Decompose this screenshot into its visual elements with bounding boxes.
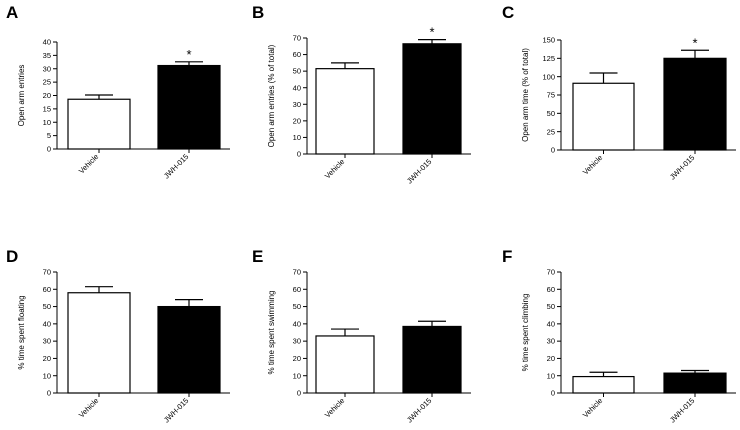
y-tick-label-e: 10 xyxy=(293,371,301,380)
y-tick-label-e: 60 xyxy=(293,285,301,294)
bar-b xyxy=(315,68,375,155)
y-tick-label-b: 10 xyxy=(293,133,301,142)
y-tick-label-a: 5 xyxy=(47,131,51,140)
y-tick-label-d: 30 xyxy=(43,337,51,346)
bar-b xyxy=(402,43,462,155)
category-label-c: Vehicle xyxy=(581,153,604,176)
significance-marker-a: * xyxy=(186,47,191,62)
y-tick-label-e: 20 xyxy=(293,354,301,363)
category-label-f: JWH-015 xyxy=(668,396,696,424)
y-tick-label-c: 25 xyxy=(547,127,555,136)
y-tick-label-a: 20 xyxy=(43,91,51,100)
category-label-c: JWH-015 xyxy=(668,153,696,181)
significance-marker-b: * xyxy=(429,25,434,40)
y-tick-label-c: 50 xyxy=(547,109,555,118)
y-tick-label-a: 35 xyxy=(43,51,51,60)
panel-letter-c: C xyxy=(502,3,514,22)
y-axis-title-e: % time spent swimming xyxy=(267,290,276,374)
category-label-e: Vehicle xyxy=(323,396,346,419)
y-tick-label-b: 70 xyxy=(293,34,301,43)
y-tick-label-f: 20 xyxy=(547,354,555,363)
y-axis-title-d: % time spent floating xyxy=(17,295,26,369)
category-label-d: Vehicle xyxy=(77,396,100,419)
panel-letter-d: D xyxy=(6,247,18,266)
y-tick-label-b: 0 xyxy=(297,150,301,159)
y-tick-label-f: 60 xyxy=(547,285,555,294)
y-tick-label-c: 75 xyxy=(547,91,555,100)
y-tick-label-b: 50 xyxy=(293,67,301,76)
y-axis-title-f: % time spent climbing xyxy=(521,294,530,372)
panel-letter-e: E xyxy=(252,247,263,266)
panel-letter-a: A xyxy=(6,3,18,22)
y-tick-label-d: 0 xyxy=(47,389,51,398)
bar-d xyxy=(157,305,221,394)
y-tick-label-e: 40 xyxy=(293,319,301,328)
bar-d xyxy=(67,292,131,394)
y-tick-label-f: 40 xyxy=(547,319,555,328)
bar-c xyxy=(663,57,727,151)
y-tick-label-c: 0 xyxy=(551,146,555,155)
y-tick-label-c: 100 xyxy=(542,72,555,81)
y-tick-label-d: 40 xyxy=(43,319,51,328)
bar-e xyxy=(315,335,375,394)
category-label-e: JWH-015 xyxy=(405,396,433,424)
y-tick-label-d: 50 xyxy=(43,302,51,311)
y-tick-label-e: 0 xyxy=(297,389,301,398)
panel-letter-b: B xyxy=(252,3,264,22)
y-tick-label-c: 150 xyxy=(542,36,555,45)
bar-e xyxy=(402,325,462,394)
y-tick-label-a: 25 xyxy=(43,78,51,87)
category-label-b: Vehicle xyxy=(323,157,346,180)
y-tick-label-b: 60 xyxy=(293,50,301,59)
category-label-b: JWH-015 xyxy=(405,157,433,185)
category-label-a: Vehicle xyxy=(77,152,100,175)
y-tick-label-b: 30 xyxy=(293,100,301,109)
y-tick-label-f: 50 xyxy=(547,302,555,311)
y-tick-label-f: 0 xyxy=(551,389,555,398)
y-tick-label-f: 70 xyxy=(547,268,555,277)
bar-c xyxy=(572,82,635,151)
bar-a xyxy=(157,64,221,150)
y-tick-label-e: 50 xyxy=(293,302,301,311)
y-tick-label-a: 0 xyxy=(47,145,51,154)
y-tick-label-a: 30 xyxy=(43,64,51,73)
y-tick-label-d: 10 xyxy=(43,371,51,380)
bar-f xyxy=(663,372,727,394)
y-tick-label-f: 10 xyxy=(547,371,555,380)
y-tick-label-c: 125 xyxy=(542,54,555,63)
y-tick-label-d: 60 xyxy=(43,285,51,294)
bar-a xyxy=(67,98,131,150)
category-label-d: JWH-015 xyxy=(162,396,190,424)
y-axis-title-b: Open arm entries (% of total) xyxy=(267,44,276,147)
panel-letter-f: F xyxy=(502,247,512,266)
bar-f xyxy=(572,375,635,394)
y-tick-label-b: 20 xyxy=(293,116,301,125)
category-label-f: Vehicle xyxy=(581,396,604,419)
y-tick-label-a: 15 xyxy=(43,104,51,113)
y-axis-title-a: Open arm entries xyxy=(17,65,26,127)
y-tick-label-b: 40 xyxy=(293,83,301,92)
y-tick-label-a: 10 xyxy=(43,118,51,127)
y-axis-title-c: Open arm time (% of total) xyxy=(521,48,530,142)
category-label-a: JWH-015 xyxy=(162,152,190,180)
y-tick-label-a: 40 xyxy=(43,38,51,47)
significance-marker-c: * xyxy=(692,35,697,50)
y-tick-label-e: 70 xyxy=(293,268,301,277)
y-tick-label-f: 30 xyxy=(547,337,555,346)
y-tick-label-d: 20 xyxy=(43,354,51,363)
y-tick-label-e: 30 xyxy=(293,337,301,346)
y-tick-label-d: 70 xyxy=(43,268,51,277)
